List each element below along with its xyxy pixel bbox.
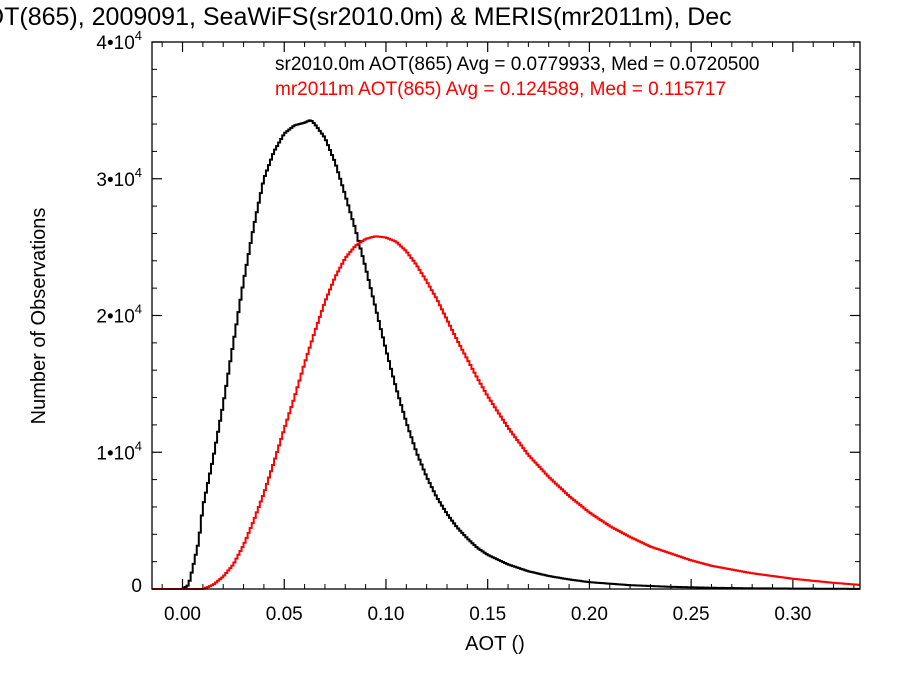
y-tick-label: 4•104 (96, 28, 142, 54)
y-tick-label: 1•104 (96, 438, 142, 464)
y-axis-label: Number of Observations (28, 208, 50, 425)
x-tick-label: 0.00 (164, 604, 201, 625)
y-tick-label: 0 (131, 576, 142, 597)
x-tick-label: 0.25 (673, 604, 710, 625)
series-layer (152, 119, 860, 590)
axis-ticks: 0.00 0.05 0.10 0.15 0.20 0.25 0.30 0 1•104 2•104 3… (96, 28, 860, 625)
legend-annotation-red: mr2011m AOT(865) Avg = 0.124589, Med = 0… (275, 79, 726, 100)
plot-frame (151, 41, 861, 590)
x-tick-label: 0.15 (469, 604, 506, 625)
y-tick-label: 2•104 (96, 302, 142, 328)
series-line-sr2010.0m (152, 119, 860, 590)
x-tick-label: 0.20 (571, 604, 608, 625)
series-line-mr2011m (152, 235, 860, 590)
x-tick-label: 0.10 (367, 604, 404, 625)
y-tick-label: 3•104 (96, 165, 142, 191)
chart-title: AOT(865), 2009091, SeaWiFS(sr2010.0m) & … (0, 3, 732, 31)
x-tick-label: 0.05 (266, 604, 303, 625)
x-axis-label: AOT () (465, 633, 525, 655)
legend-annotation-black: sr2010.0m AOT(865) Avg = 0.0779933, Med … (275, 54, 760, 75)
x-tick-label: 0.30 (774, 604, 811, 625)
